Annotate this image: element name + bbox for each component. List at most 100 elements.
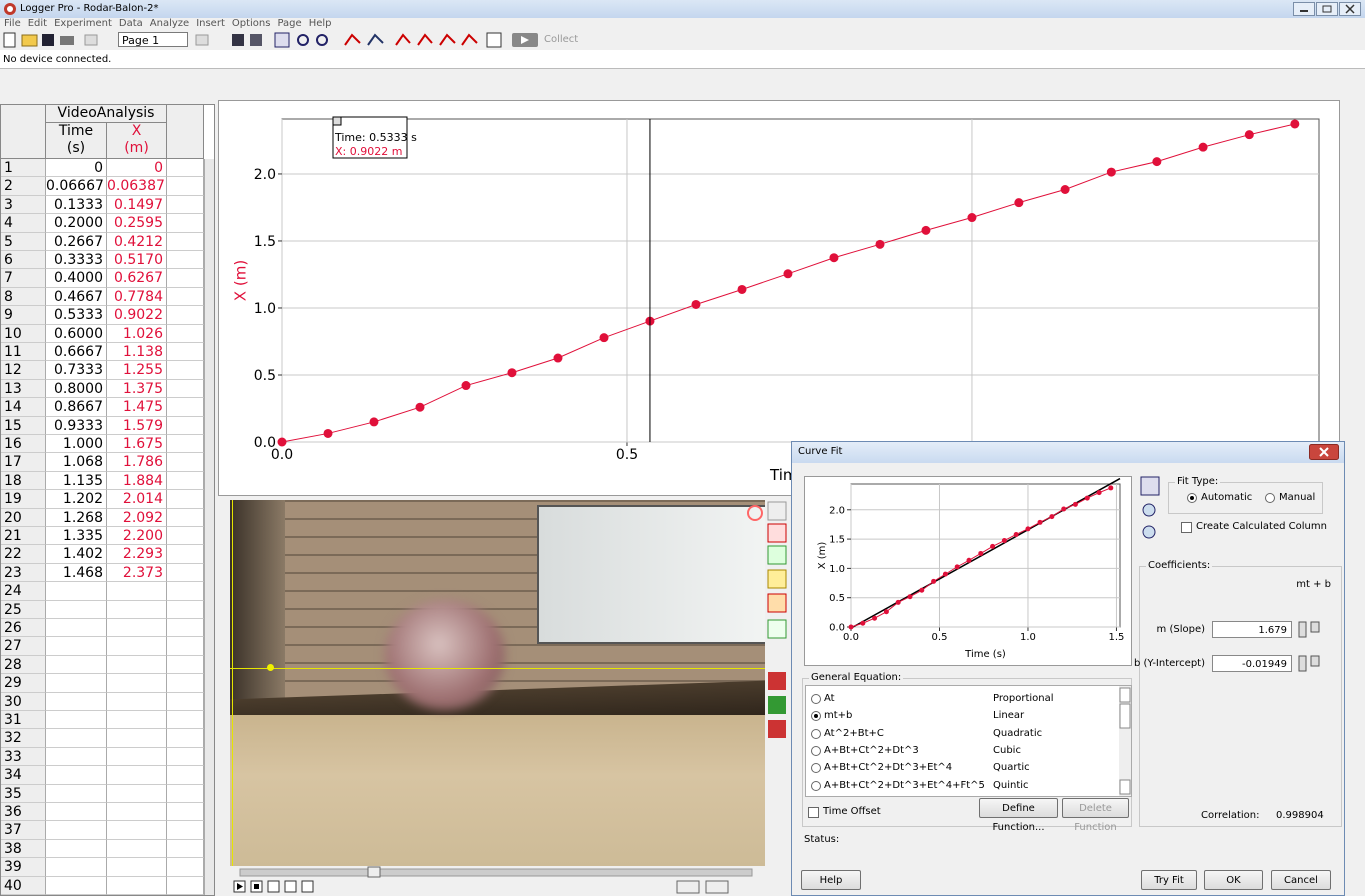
menu-item[interactable]: Insert [196, 18, 225, 29]
table-cell[interactable]: 0.5170 [107, 251, 167, 270]
table-cell[interactable] [107, 803, 167, 822]
table-cell[interactable]: 2.014 [107, 490, 167, 509]
table-cell[interactable] [107, 839, 167, 859]
list-scrollbar[interactable] [1119, 686, 1131, 796]
table-cell[interactable]: 2.373 [107, 563, 167, 583]
table-cell[interactable] [46, 692, 107, 711]
toolbar-icons[interactable] [0, 30, 600, 50]
table-cell[interactable]: 0.3333 [46, 251, 107, 270]
table-cell[interactable] [107, 600, 167, 619]
table-cell[interactable] [46, 839, 107, 859]
table-cell[interactable]: 0.1497 [107, 195, 167, 215]
table-cell[interactable]: 0.4212 [107, 232, 167, 251]
table-cell[interactable] [46, 729, 107, 748]
tooltip-close[interactable] [332, 116, 342, 126]
radio-button[interactable] [811, 780, 821, 791]
table-cell[interactable] [46, 876, 107, 895]
table-cell[interactable] [107, 582, 167, 601]
table-cell[interactable]: 0.6667 [46, 343, 107, 362]
table-cell[interactable]: 0.8000 [46, 379, 107, 399]
table-cell[interactable] [46, 582, 107, 601]
menu-item[interactable]: Analyze [149, 18, 190, 29]
table-cell[interactable]: 0.2667 [46, 232, 107, 251]
radio-button[interactable] [1187, 493, 1197, 503]
menu-item[interactable]: Options [231, 18, 271, 29]
table-cell[interactable]: 1.138 [107, 343, 167, 362]
slope-input[interactable]: 1.679 [1212, 621, 1292, 638]
radio-button[interactable] [811, 694, 821, 704]
table-cell[interactable] [107, 619, 167, 638]
menu-item[interactable]: Experiment [54, 18, 112, 29]
table-cell[interactable] [46, 637, 107, 656]
table-cell[interactable] [46, 784, 107, 803]
table-cell[interactable]: 1.579 [107, 416, 167, 435]
table-cell[interactable]: 0 [46, 159, 107, 178]
table-cell[interactable] [46, 858, 107, 877]
table-cell[interactable]: 0.8667 [46, 398, 107, 417]
radio-button[interactable] [811, 763, 821, 774]
table-cell[interactable] [46, 619, 107, 638]
table-cell[interactable]: 2.293 [107, 545, 167, 564]
table-cell[interactable]: 0.7784 [107, 287, 167, 307]
menu-item[interactable]: Data [118, 18, 143, 29]
radio-button[interactable] [811, 745, 821, 756]
cancel-button[interactable]: Cancel [1271, 870, 1331, 890]
table-cell[interactable] [46, 747, 107, 767]
menu-item[interactable]: Help [308, 18, 332, 29]
table-cell[interactable]: 0.4000 [46, 269, 107, 288]
table-cell[interactable]: 1.375 [107, 379, 167, 399]
table-cell[interactable]: 0.06667 [46, 177, 107, 196]
table-cell[interactable]: 1.202 [46, 490, 107, 509]
table-cell[interactable] [107, 674, 167, 693]
close-button[interactable] [1309, 444, 1339, 460]
table-cell[interactable] [46, 803, 107, 822]
table-cell[interactable]: 1.268 [46, 508, 107, 527]
menu-item[interactable]: Edit [27, 18, 48, 29]
video-controls[interactable] [230, 866, 765, 896]
table-cell[interactable]: 1.786 [107, 453, 167, 472]
video-tools[interactable] [765, 500, 791, 740]
table-cell[interactable]: 0.7333 [46, 361, 107, 380]
table-cell[interactable]: 0.4667 [46, 287, 107, 307]
table-cell[interactable] [107, 766, 167, 785]
table-cell[interactable] [46, 655, 107, 675]
checkbox[interactable] [808, 807, 819, 818]
table-cell[interactable] [107, 747, 167, 767]
table-cell[interactable]: 1.475 [107, 398, 167, 417]
try-fit-button[interactable]: Try Fit [1141, 870, 1197, 890]
table-cell[interactable] [107, 655, 167, 675]
menu-item[interactable]: Page [277, 18, 302, 29]
table-cell[interactable] [107, 692, 167, 711]
table-cell[interactable] [107, 784, 167, 803]
table-cell[interactable] [107, 729, 167, 748]
table-cell[interactable]: 1.675 [107, 435, 167, 454]
lock-buttons[interactable] [1298, 621, 1328, 673]
table-cell[interactable] [46, 600, 107, 619]
table-cell[interactable]: 2.200 [107, 527, 167, 546]
table-cell[interactable] [46, 711, 107, 730]
radio-button[interactable] [1265, 493, 1275, 503]
checkbox[interactable] [1181, 522, 1192, 533]
table-scrollbar[interactable] [204, 159, 214, 895]
page-select[interactable]: Page 1 [118, 32, 188, 47]
table-cell[interactable]: 2.092 [107, 508, 167, 527]
table-cell[interactable]: 0.2595 [107, 214, 167, 233]
table-cell[interactable]: 1.335 [46, 527, 107, 546]
table-cell[interactable] [107, 637, 167, 656]
table-cell[interactable] [107, 711, 167, 730]
collect-button[interactable]: Collect [544, 34, 579, 45]
define-function-button[interactable]: Define Function... [979, 798, 1058, 833]
help-button[interactable]: Help [801, 870, 861, 890]
window-buttons[interactable] [1293, 2, 1361, 17]
table-cell[interactable]: 0.6000 [46, 324, 107, 343]
delete-function-button[interactable]: Delete Function [1062, 798, 1129, 833]
table-cell[interactable]: 1.884 [107, 471, 167, 491]
table-cell[interactable]: 1.068 [46, 453, 107, 472]
intercept-input[interactable]: -0.01949 [1212, 655, 1292, 672]
table-cell[interactable]: 0.1333 [46, 195, 107, 215]
table-cell[interactable] [107, 821, 167, 840]
table-cell[interactable]: 1.026 [107, 324, 167, 343]
table-cell[interactable]: 0.6267 [107, 269, 167, 288]
table-cell[interactable] [107, 858, 167, 877]
table-cell[interactable]: 0.9333 [46, 416, 107, 435]
